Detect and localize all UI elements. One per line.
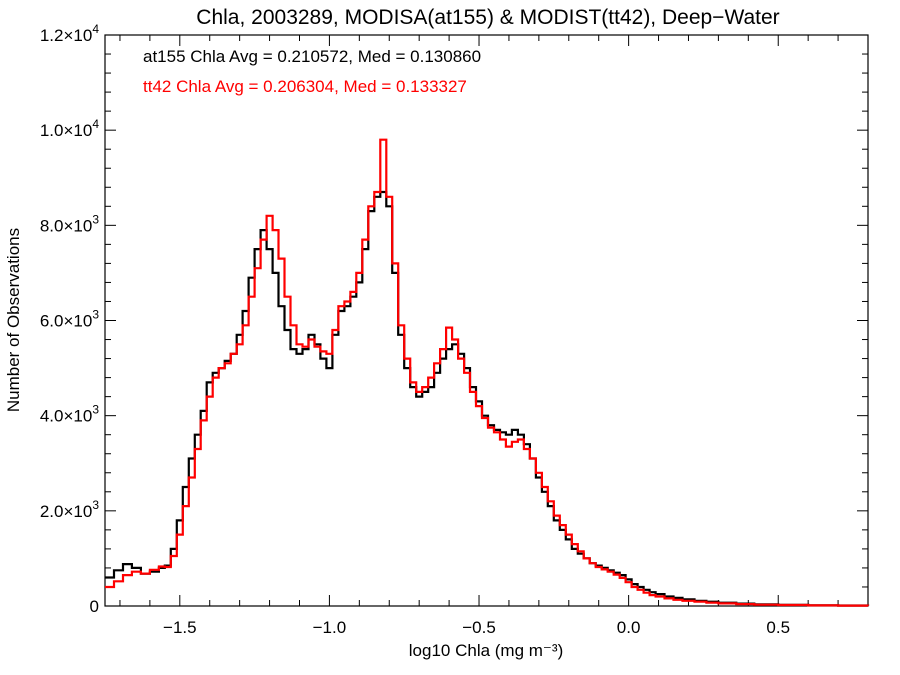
series-layer	[105, 138, 870, 607]
y-tick-label: 1.2×104	[40, 22, 99, 45]
y-tick-label: 0	[90, 597, 99, 616]
x-tick-label: 0.0	[617, 618, 641, 637]
y-tick-label: 4.0×103	[40, 403, 99, 426]
y-tick-label: 1.0×104	[40, 117, 99, 140]
x-axis-label: log10 Chla (mg m⁻³)	[409, 641, 563, 660]
series-line-1	[105, 190, 870, 607]
annotation-text: at155 Chla Avg = 0.210572, Med = 0.13086…	[143, 47, 481, 66]
x-tick-label: −1.0	[313, 618, 347, 637]
series-line-2	[105, 138, 870, 607]
x-tick-label: 0.5	[766, 618, 790, 637]
y-tick-label: 2.0×103	[40, 498, 99, 521]
plot-axes: −1.5 −1.0 −0.5 0.0 0.5 0 2.0×103 4.0×103 6.0×103…	[40, 22, 869, 637]
annotation-text: tt42 Chla Avg = 0.206304, Med = 0.133327	[143, 77, 467, 96]
annotations: at155 Chla Avg = 0.210572, Med = 0.13086…	[143, 47, 481, 96]
x-tick-label: −1.5	[163, 618, 197, 637]
y-tick-label: 8.0×103	[40, 212, 99, 235]
x-tick-label: −0.5	[462, 618, 496, 637]
y-axis-label: Number of Observations	[4, 228, 23, 412]
y-tick-label: 6.0×103	[40, 308, 99, 331]
plot-frame	[104, 34, 869, 607]
chart-title: Chla, 2003289, MODISA(at155) & MODIST(tt…	[196, 6, 779, 29]
